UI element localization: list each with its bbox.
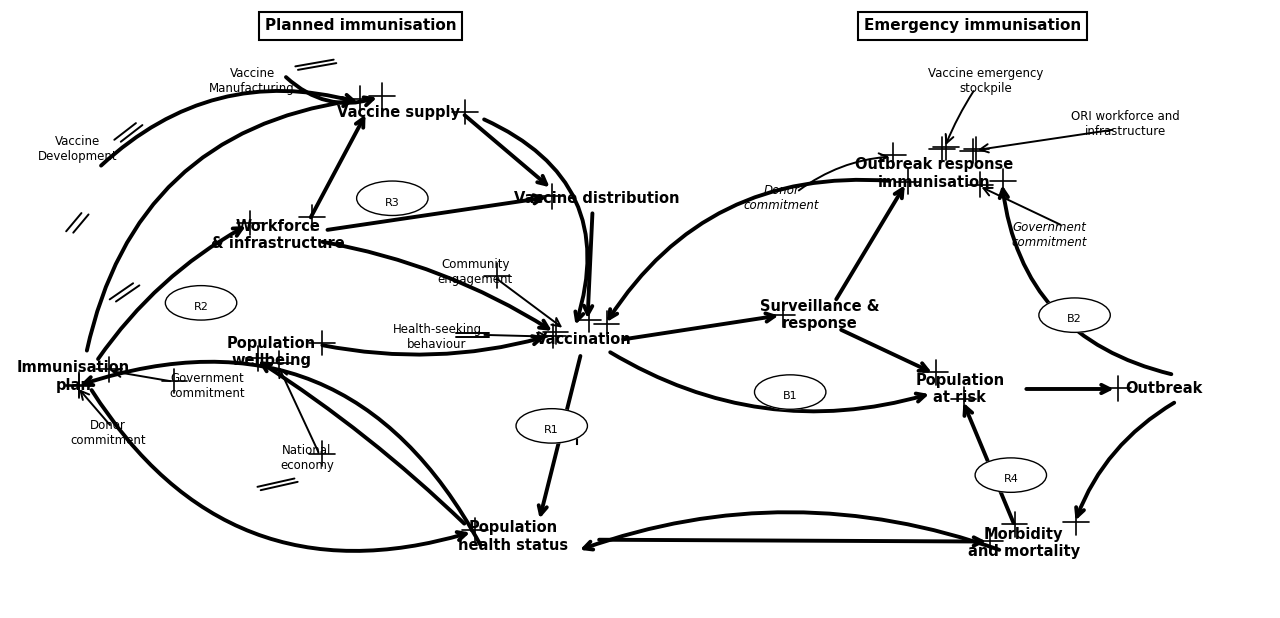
Circle shape (754, 375, 826, 409)
Text: Outbreak response
immunisation: Outbreak response immunisation (855, 158, 1014, 190)
Text: Donor
commitment: Donor commitment (744, 184, 819, 212)
Text: Vaccine supply: Vaccine supply (337, 104, 461, 120)
Text: Population
health status: Population health status (458, 520, 568, 553)
Circle shape (1039, 298, 1110, 332)
Text: ORI workforce and
infrastructure: ORI workforce and infrastructure (1071, 111, 1180, 138)
Text: Government
commitment: Government commitment (1011, 221, 1087, 249)
Circle shape (975, 458, 1047, 493)
Text: B2: B2 (1068, 315, 1082, 324)
Text: B1: B1 (783, 391, 797, 401)
Text: Vaccination: Vaccination (536, 332, 631, 347)
Text: R2: R2 (193, 302, 209, 312)
Text: Outbreak: Outbreak (1125, 381, 1202, 397)
Text: Donor
commitment: Donor commitment (70, 419, 146, 447)
Text: R1: R1 (544, 425, 559, 435)
Text: Surveillance &
response: Surveillance & response (760, 299, 879, 331)
Circle shape (516, 408, 588, 443)
Text: Immunisation
plan: Immunisation plan (17, 360, 131, 393)
Text: Government
commitment: Government commitment (170, 372, 246, 400)
Text: R3: R3 (385, 198, 399, 208)
Text: Planned immunisation: Planned immunisation (265, 19, 456, 33)
Text: Vaccine
Manufacturing: Vaccine Manufacturing (209, 67, 294, 95)
Text: Emergency immunisation: Emergency immunisation (864, 19, 1082, 33)
Text: R4: R4 (1004, 475, 1019, 485)
Circle shape (357, 181, 428, 216)
Text: Vaccine distribution: Vaccine distribution (513, 191, 680, 206)
Text: Vaccine emergency
stockpile: Vaccine emergency stockpile (928, 67, 1043, 95)
Text: Vaccine
Development: Vaccine Development (37, 135, 118, 163)
Text: Morbidity
and mortality: Morbidity and mortality (968, 527, 1079, 559)
Text: Health-seeking
behaviour: Health-seeking behaviour (393, 323, 481, 350)
Text: Workforce
& infrastructure: Workforce & infrastructure (211, 219, 344, 252)
Text: Community
engagement: Community engagement (438, 258, 513, 286)
Text: Population
at risk: Population at risk (915, 373, 1005, 405)
Circle shape (165, 286, 237, 320)
Text: National
economy: National economy (280, 444, 334, 472)
Text: Population
wellbeing: Population wellbeing (227, 336, 316, 368)
